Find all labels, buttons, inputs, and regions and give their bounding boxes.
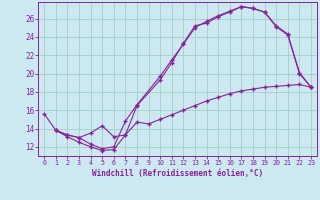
X-axis label: Windchill (Refroidissement éolien,°C): Windchill (Refroidissement éolien,°C) — [92, 169, 263, 178]
